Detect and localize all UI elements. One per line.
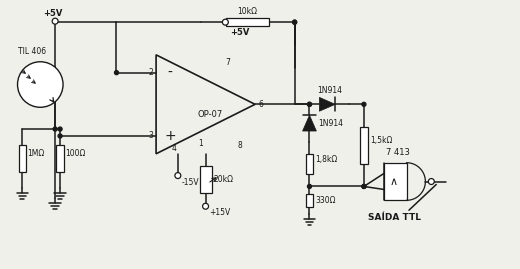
Circle shape [18,62,63,107]
Circle shape [307,185,311,189]
Circle shape [53,127,57,131]
Text: -15V: -15V [182,178,200,186]
Text: 330Ω: 330Ω [316,196,336,205]
Circle shape [428,179,434,185]
Text: 3: 3 [148,132,153,140]
Circle shape [114,71,119,75]
Text: 1: 1 [198,139,203,148]
Circle shape [223,19,228,25]
Bar [360,127,368,164]
Text: 7 413: 7 413 [386,148,410,157]
Bar [56,145,64,172]
Bar [227,18,269,26]
Circle shape [175,173,181,179]
Text: ∧: ∧ [390,176,398,186]
Text: 10kΩ: 10kΩ [238,7,257,16]
Text: 1N914: 1N914 [317,86,342,95]
Bar [384,163,407,200]
Text: SAÍDA TTL: SAÍDA TTL [368,213,421,222]
Circle shape [293,20,296,24]
Text: 4: 4 [172,144,176,153]
FancyBboxPatch shape [384,163,407,200]
Bar [200,166,212,193]
Text: 8: 8 [238,141,243,150]
Circle shape [307,102,311,106]
Bar [306,154,314,174]
Circle shape [362,185,366,189]
Bar [19,145,27,172]
Circle shape [203,203,209,209]
Text: 1,5kΩ: 1,5kΩ [370,136,392,145]
Circle shape [58,134,62,138]
Text: 1,8kΩ: 1,8kΩ [316,155,337,164]
Text: 1N914: 1N914 [318,119,343,128]
Text: TIL 406: TIL 406 [18,47,46,56]
Text: 20kΩ: 20kΩ [214,175,233,184]
Text: 1MΩ: 1MΩ [28,149,45,158]
Text: -: - [167,66,172,80]
Text: +5V: +5V [44,9,63,18]
Text: OP-07: OP-07 [198,110,223,119]
Circle shape [362,102,366,106]
Circle shape [362,185,366,189]
Circle shape [52,18,58,24]
Polygon shape [303,115,316,131]
Circle shape [307,102,311,106]
Text: 2: 2 [148,68,153,77]
Text: 7: 7 [225,58,230,67]
Text: +: + [164,129,176,143]
Text: 100Ω: 100Ω [65,149,85,158]
Text: +15V: +15V [210,208,231,217]
Text: +5V: +5V [230,28,250,37]
Bar [306,194,314,207]
Circle shape [58,127,62,131]
Text: 6: 6 [258,100,263,109]
Circle shape [293,20,296,24]
Polygon shape [319,97,335,111]
